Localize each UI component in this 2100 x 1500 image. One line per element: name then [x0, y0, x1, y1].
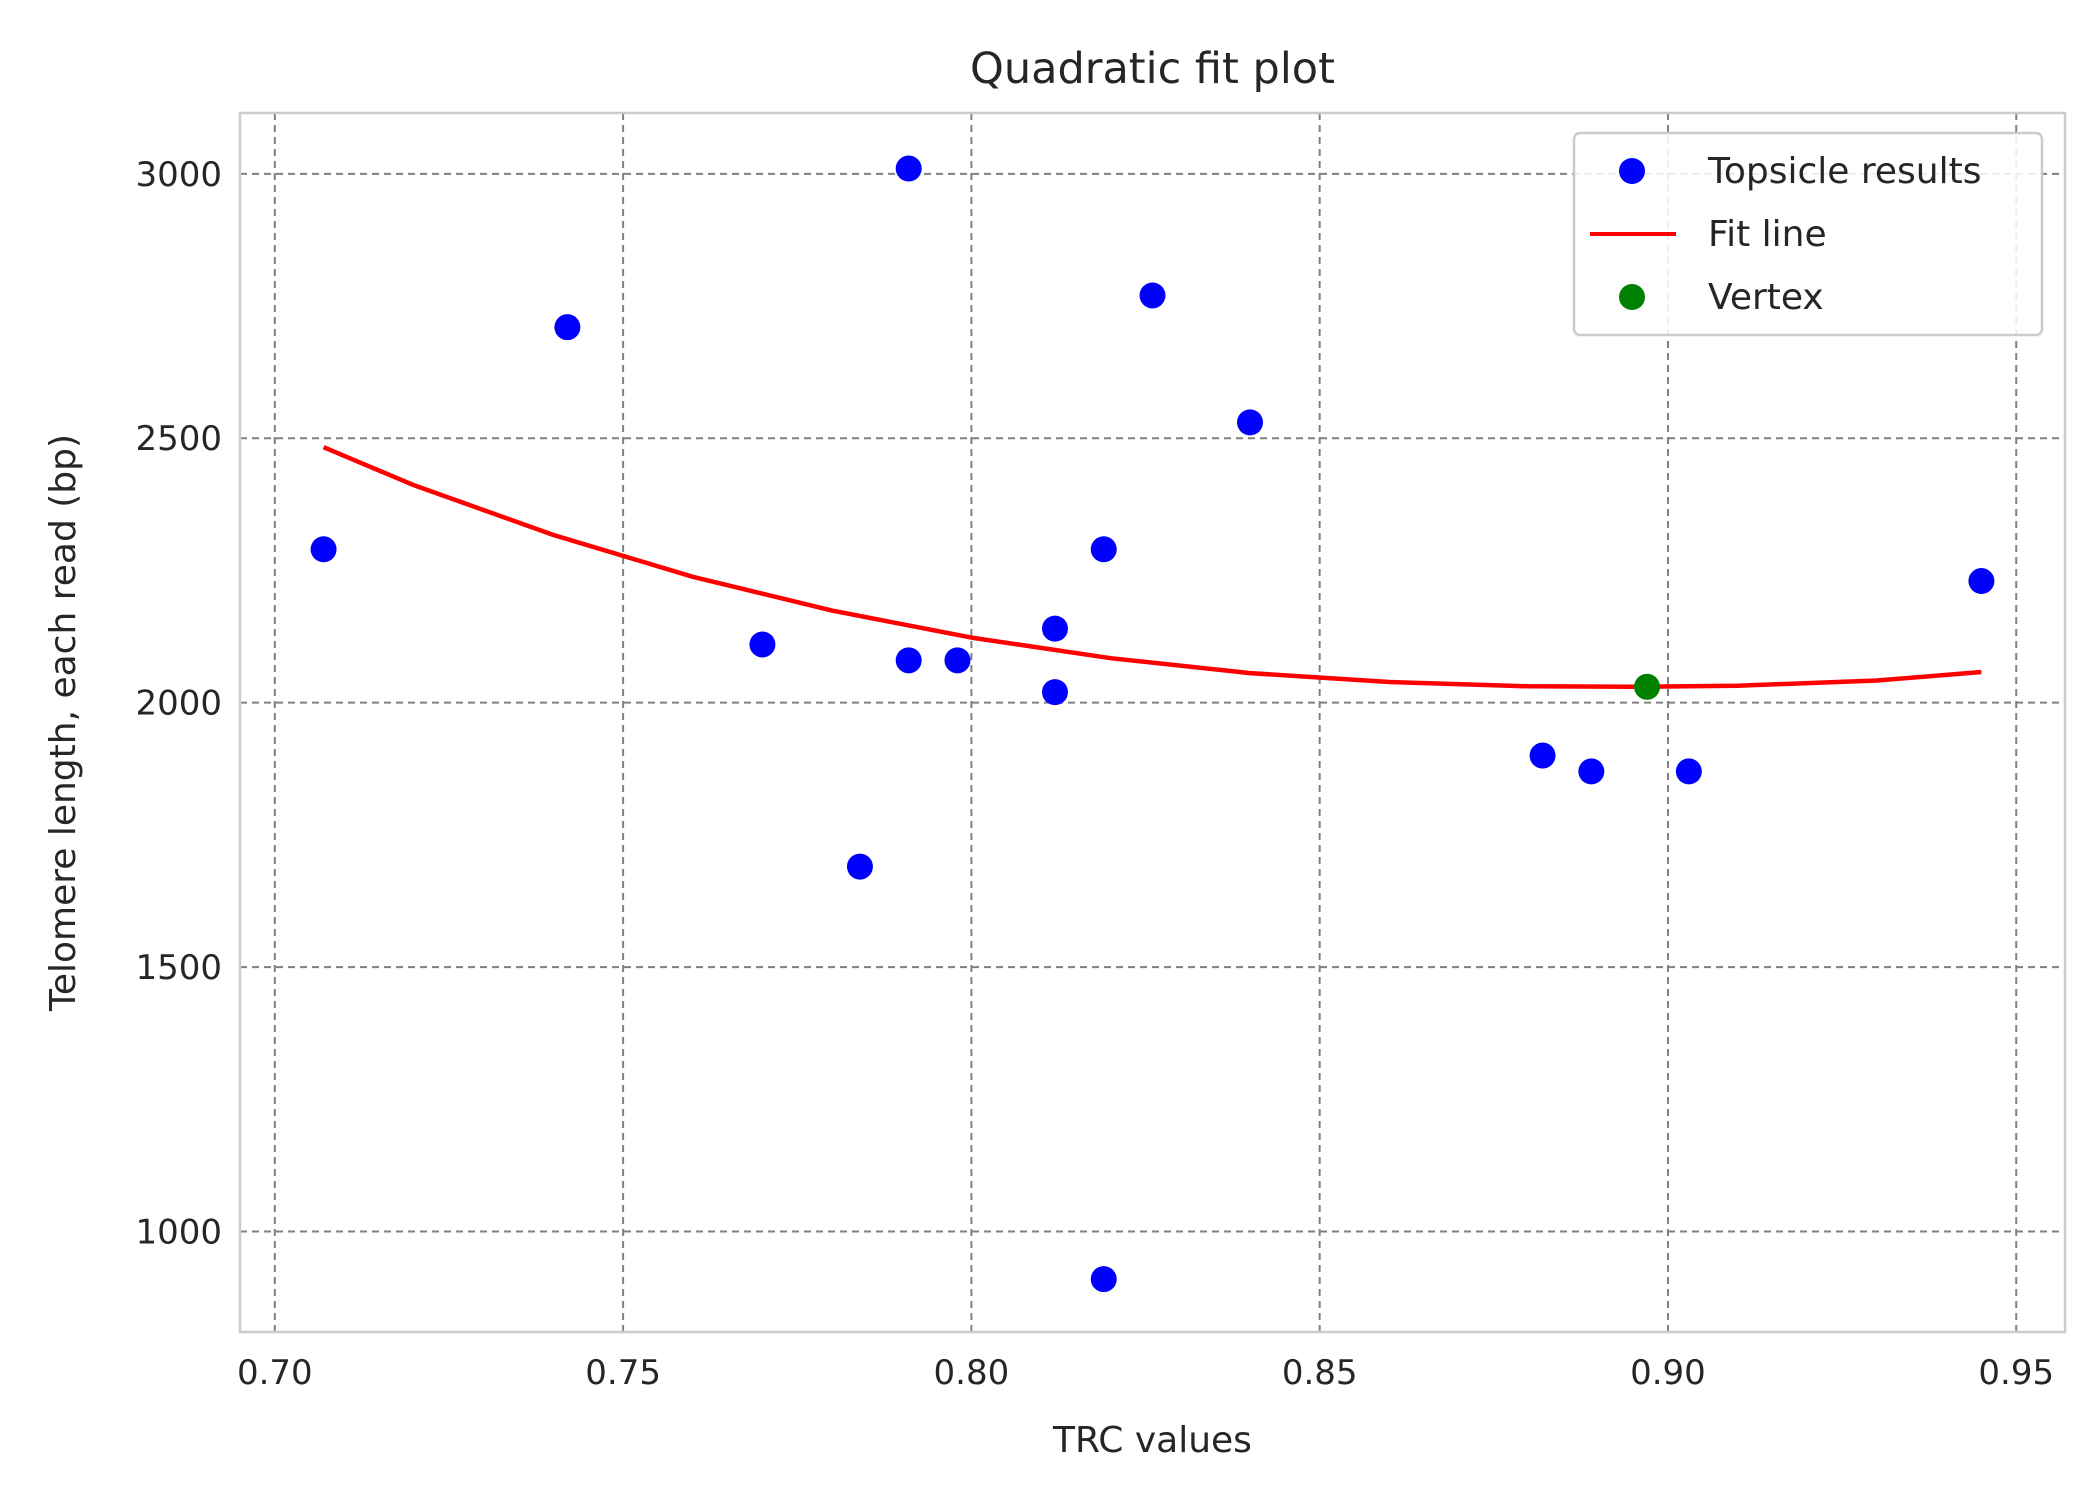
- data-point: [895, 647, 922, 674]
- data-point: [1041, 615, 1068, 642]
- data-point: [1968, 568, 1995, 595]
- x-tick-label: 0.80: [934, 1353, 1010, 1393]
- data-point: [749, 631, 776, 658]
- data-point: [1041, 679, 1068, 706]
- data-point: [1675, 758, 1702, 785]
- data-point: [1578, 758, 1605, 785]
- x-tick-label: 0.70: [237, 1353, 313, 1393]
- data-point: [846, 853, 873, 880]
- y-axis-title: Telomere length, each read (bp): [43, 434, 84, 1012]
- data-point: [554, 314, 581, 341]
- x-tick-label: 0.90: [1630, 1353, 1706, 1393]
- y-tick-label: 2500: [135, 419, 222, 459]
- legend-label-vertex: Vertex: [1708, 277, 1824, 318]
- legend-marker-topsicle-results: [1619, 158, 1645, 184]
- x-axis-title: TRC values: [1052, 1420, 1252, 1461]
- data-point: [1090, 536, 1117, 563]
- chart-title: Quadratic fit plot: [970, 44, 1335, 94]
- data-point: [1090, 1266, 1117, 1293]
- grid-layer: [240, 113, 2065, 1332]
- y-tick-label: 3000: [135, 155, 222, 195]
- y-tick-label: 2000: [135, 684, 222, 724]
- x-tick-label: 0.75: [585, 1353, 661, 1393]
- legend: Topsicle results Fit line Vertex: [1572, 131, 2044, 337]
- legend-label-fit-line: Fit line: [1708, 214, 1827, 255]
- legend-marker-vertex: [1619, 284, 1645, 310]
- data-point: [1237, 409, 1264, 436]
- points-layer: [310, 155, 1995, 1293]
- tick-label-layer: 0.70 0.75 0.80 0.85 0.90 0.95 1000 1500 2000 2500…: [135, 155, 2054, 1393]
- data-point: [944, 647, 971, 674]
- data-point: [895, 155, 922, 182]
- x-tick-label: 0.95: [1978, 1353, 2054, 1393]
- legend-box: [1572, 131, 2044, 337]
- fit-line-layer: [322, 445, 1982, 690]
- legend-label-topsicle-results: Topsicle results: [1707, 151, 1982, 192]
- y-tick-label: 1500: [135, 948, 222, 988]
- data-point: [1139, 282, 1166, 309]
- data-point: [310, 536, 337, 563]
- x-tick-label: 0.85: [1282, 1353, 1358, 1393]
- fit-line: [322, 445, 1982, 690]
- vertex-point: [1634, 673, 1661, 700]
- y-tick-label: 1000: [135, 1213, 222, 1253]
- data-point: [1529, 742, 1556, 769]
- plot-frame: [238, 111, 2067, 1334]
